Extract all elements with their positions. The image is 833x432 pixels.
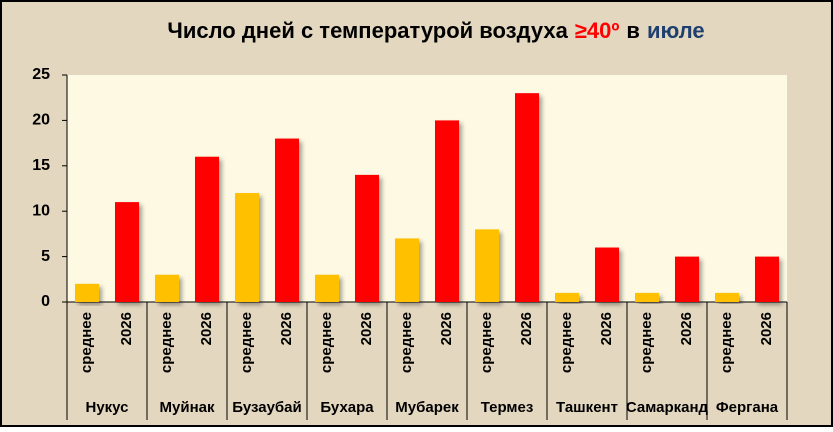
bar [755,256,779,302]
sub-category-label: среднее [318,312,335,373]
bar [315,274,339,302]
sub-category-label: 2026 [198,312,215,345]
bar [355,174,379,302]
x-tick-label: Нукус [86,399,129,416]
bar [435,120,459,303]
bar [675,256,699,302]
chart-title: Число дней с температурой воздуха ≥40º в ию… [167,18,704,43]
bar [75,283,99,302]
bar [635,292,659,302]
sub-category-label: среднее [158,312,175,373]
bar [475,229,499,302]
x-tick-label: Ташкент [556,399,618,416]
y-tick-label: 0 [41,293,50,310]
sub-category-label: среднее [78,312,95,373]
sub-category-label: 2026 [518,312,535,345]
x-tick-label: Бухара [320,399,374,416]
title-part: Число дней с температурой воздуха [167,18,568,43]
x-tick-label: Муйнак [160,399,215,416]
y-tick-label: 20 [32,112,50,129]
bar [715,292,739,302]
sub-category-label: 2026 [598,312,615,345]
bar [515,93,539,302]
y-tick-label: 25 [32,66,50,83]
plot-area [67,75,787,302]
sub-category-label: среднее [558,312,575,373]
x-tick-label: Термез [481,399,534,416]
bar [115,202,139,302]
y-tick-label: 15 [32,157,50,174]
sub-category-label: среднее [638,312,655,373]
bar [235,193,259,302]
x-tick-label: Бузаубай [232,399,302,416]
y-tick-label: 5 [41,248,50,265]
title-part: июле [647,18,705,43]
sub-category-label: среднее [478,312,495,373]
sub-category-label: 2026 [278,312,295,345]
x-tick-label: Фергана [716,399,779,416]
bar [595,247,619,302]
x-tick-label: Самарканд [626,399,709,416]
sub-category-label: 2026 [438,312,455,345]
bar [155,274,179,302]
sub-category-label: 2026 [758,312,775,345]
y-tick-label: 10 [32,202,50,219]
sub-category-label: среднее [398,312,415,373]
bar [195,156,219,302]
sub-category-label: 2026 [358,312,375,345]
sub-category-label: среднее [238,312,255,373]
title-part: ≥40º [575,18,620,43]
x-tick-label: Мубарек [395,399,459,416]
title-part: в [626,18,640,43]
bar [555,292,579,302]
sub-category-label: среднее [718,312,735,373]
bar [275,138,299,302]
bar [395,238,419,302]
sub-category-label: 2026 [118,312,135,345]
sub-category-label: 2026 [678,312,695,345]
